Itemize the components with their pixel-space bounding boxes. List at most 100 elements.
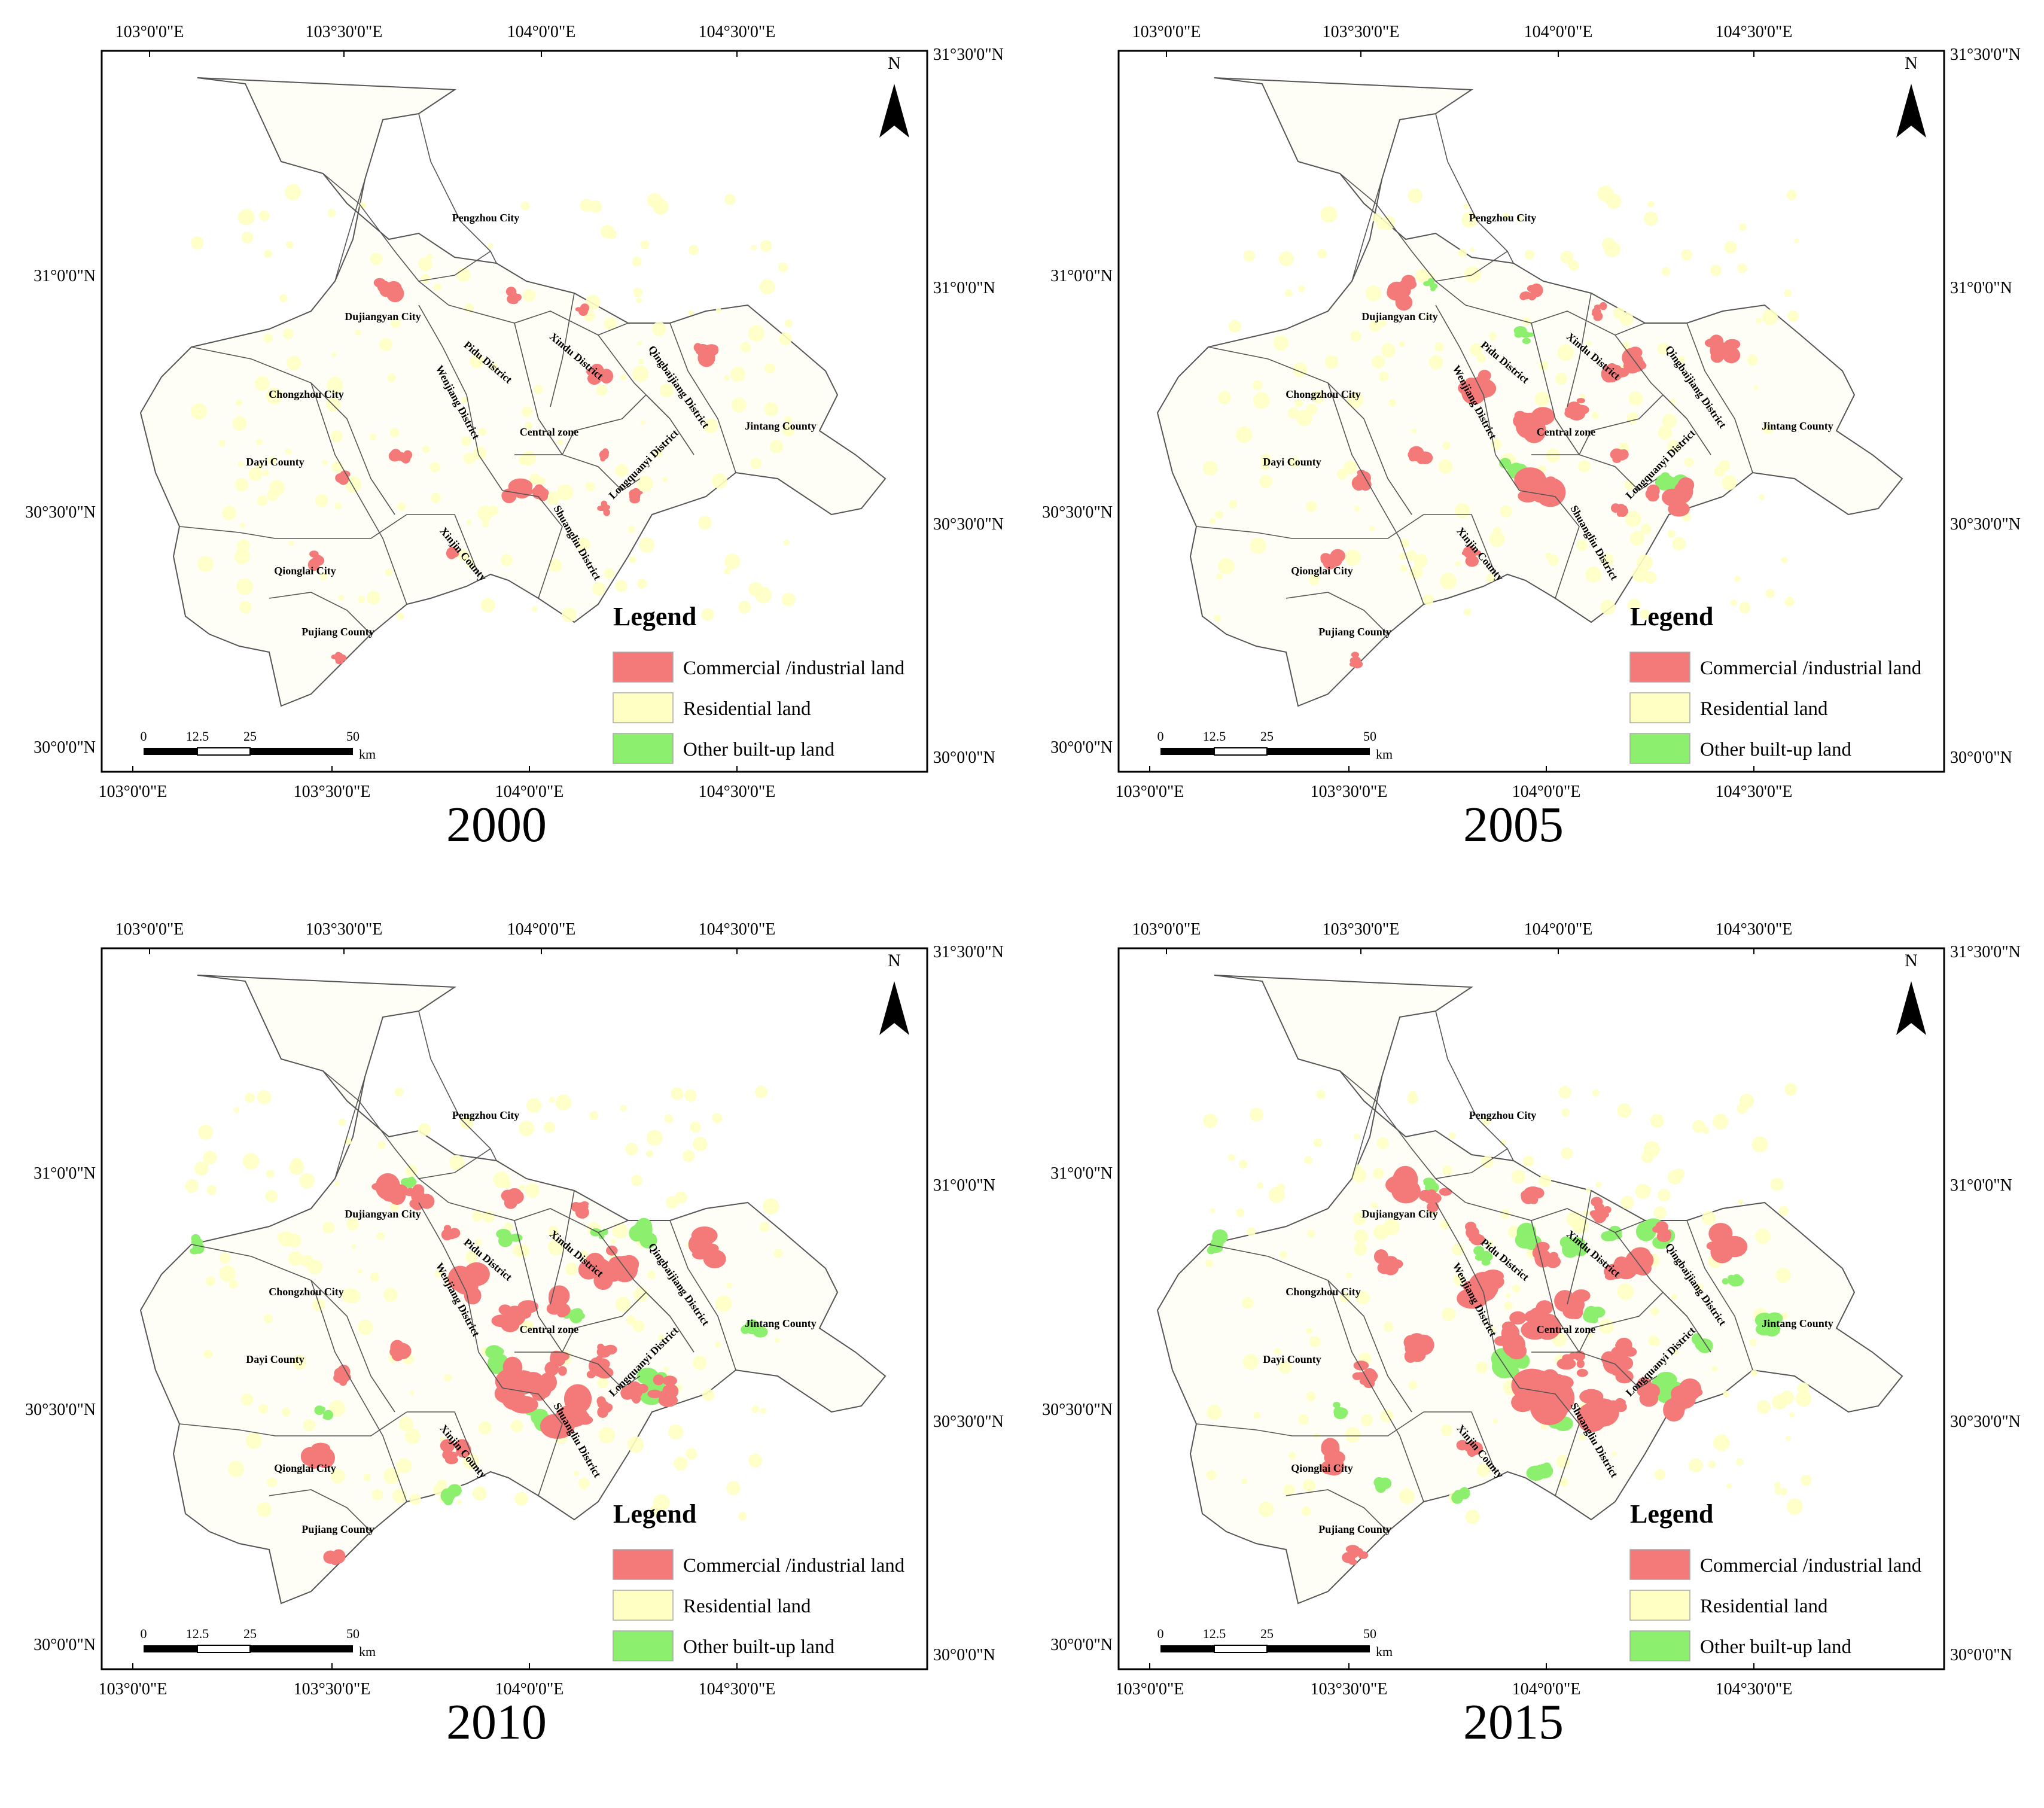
commercial-industrial-patch xyxy=(516,486,533,497)
commercial-industrial-patch xyxy=(509,298,519,305)
residential-patch xyxy=(330,430,343,443)
district-boundary xyxy=(418,1010,497,1161)
district-label: Dujiangyan City xyxy=(345,311,421,322)
residential-patch xyxy=(1302,1479,1316,1492)
residential-patch xyxy=(652,321,666,336)
residential-patch xyxy=(1784,289,1792,297)
commercial-industrial-patch xyxy=(1669,1395,1687,1413)
other-built-up-patch xyxy=(1473,1246,1485,1256)
residential-patch xyxy=(1504,1301,1513,1310)
longitude-label-top: 104°0'0"E xyxy=(1524,920,1593,939)
latitude-label-left: 30°30'0"N xyxy=(25,1401,96,1419)
residential-patch xyxy=(331,352,337,357)
residential-patch xyxy=(646,1130,663,1146)
residential-patch xyxy=(263,333,273,343)
residential-patch xyxy=(549,1097,555,1103)
commercial-industrial-patch xyxy=(1676,490,1687,500)
residential-patch xyxy=(751,1405,759,1413)
residential-patch xyxy=(1708,1460,1716,1469)
scale-unit: km xyxy=(359,1644,376,1659)
commercial-industrial-layer xyxy=(307,278,719,665)
residential-patch xyxy=(764,363,775,374)
residential-patch xyxy=(1789,1412,1795,1418)
residential-patch xyxy=(1673,1349,1679,1355)
district-boundary xyxy=(1519,1387,1580,1496)
residential-patch xyxy=(396,612,404,620)
residential-patch xyxy=(592,582,606,596)
residential-patch xyxy=(1738,223,1747,231)
commercial-industrial-patch xyxy=(335,473,345,483)
residential-patch xyxy=(1667,440,1681,453)
residential-patch xyxy=(1689,1458,1703,1472)
district-boundary xyxy=(514,1220,563,1353)
commercial-industrial-patch xyxy=(377,280,391,293)
scale-unit: km xyxy=(1376,747,1393,762)
residential-patch xyxy=(519,1184,526,1191)
residential-patch xyxy=(1640,609,1650,620)
district-boundary xyxy=(1531,1220,1580,1353)
residential-patch xyxy=(342,1287,357,1303)
scale-bar-segment xyxy=(1267,748,1370,755)
residential-patch xyxy=(726,1481,741,1496)
commercial-industrial-patch xyxy=(1351,652,1359,658)
other-built-up-patch xyxy=(1373,1477,1385,1488)
latitude-label-right: 30°0'0"N xyxy=(933,748,995,767)
residential-patch xyxy=(404,1428,421,1444)
residential-patch xyxy=(1440,573,1457,589)
legend-swatch xyxy=(1629,1590,1690,1621)
residential-patch xyxy=(522,289,536,302)
scale-tick-label: 0 xyxy=(141,729,147,744)
commercial-industrial-patch xyxy=(1579,1389,1604,1404)
residential-patch xyxy=(389,428,400,437)
residential-patch xyxy=(1337,468,1348,480)
residential-patch xyxy=(1787,311,1799,322)
residential-patch xyxy=(256,439,263,445)
residential-patch xyxy=(303,1419,316,1432)
district-label: Dayi County xyxy=(1263,1353,1321,1365)
legend-swatch xyxy=(1629,733,1690,764)
residential-patch xyxy=(394,1088,404,1097)
residential-patch xyxy=(327,209,336,218)
residential-patch xyxy=(1723,1390,1730,1398)
longitude-label-top: 104°30'0"E xyxy=(699,23,776,41)
residential-patch xyxy=(262,469,270,476)
commercial-industrial-patch xyxy=(556,1303,571,1317)
commercial-industrial-patch xyxy=(1352,1372,1363,1380)
commercial-industrial-patch xyxy=(310,1442,331,1455)
district-boundary xyxy=(514,322,563,455)
residential-patch xyxy=(1568,260,1579,271)
residential-patch xyxy=(1724,241,1737,254)
residential-patch xyxy=(1775,1267,1791,1283)
residential-patch xyxy=(1747,354,1758,366)
residential-patch xyxy=(769,440,784,453)
latitude-label-right: 31°0'0"N xyxy=(933,1176,995,1195)
residential-patch xyxy=(1558,1085,1571,1099)
residential-patch xyxy=(1644,1186,1652,1194)
residential-patch xyxy=(1253,392,1270,409)
other-built-up-patch xyxy=(509,1234,523,1242)
residential-patch xyxy=(197,556,214,572)
district-boundary xyxy=(335,514,407,539)
residential-patch xyxy=(1657,1188,1671,1202)
commercial-industrial-patch xyxy=(1619,1346,1633,1357)
commercial-industrial-patch xyxy=(1690,1388,1703,1397)
commercial-industrial-patch xyxy=(1568,1304,1583,1320)
residential-patch xyxy=(248,467,263,481)
residential-patch xyxy=(1667,529,1676,538)
district-boundary xyxy=(550,1190,575,1305)
residential-patch xyxy=(1612,1451,1617,1457)
commercial-industrial-patch xyxy=(1576,1369,1588,1377)
residential-patch xyxy=(759,279,775,295)
residential-patch xyxy=(615,464,629,477)
residential-patch xyxy=(636,579,647,589)
residential-patch xyxy=(1399,553,1406,560)
commercial-industrial-patch xyxy=(523,1372,543,1384)
residential-patch xyxy=(460,1116,473,1130)
north-label: N xyxy=(1905,951,1918,970)
map-panel-2005: 103°0'0"E 103°30'0"E 104°0'0"E 104°30'0"E 10… xyxy=(1017,0,2021,862)
legend-label: Residential land xyxy=(1700,698,1828,720)
residential-patch xyxy=(326,377,343,394)
longitude-label-top: 104°30'0"E xyxy=(1716,920,1793,939)
residential-patch xyxy=(1701,1211,1716,1225)
residential-patch xyxy=(547,1238,565,1255)
